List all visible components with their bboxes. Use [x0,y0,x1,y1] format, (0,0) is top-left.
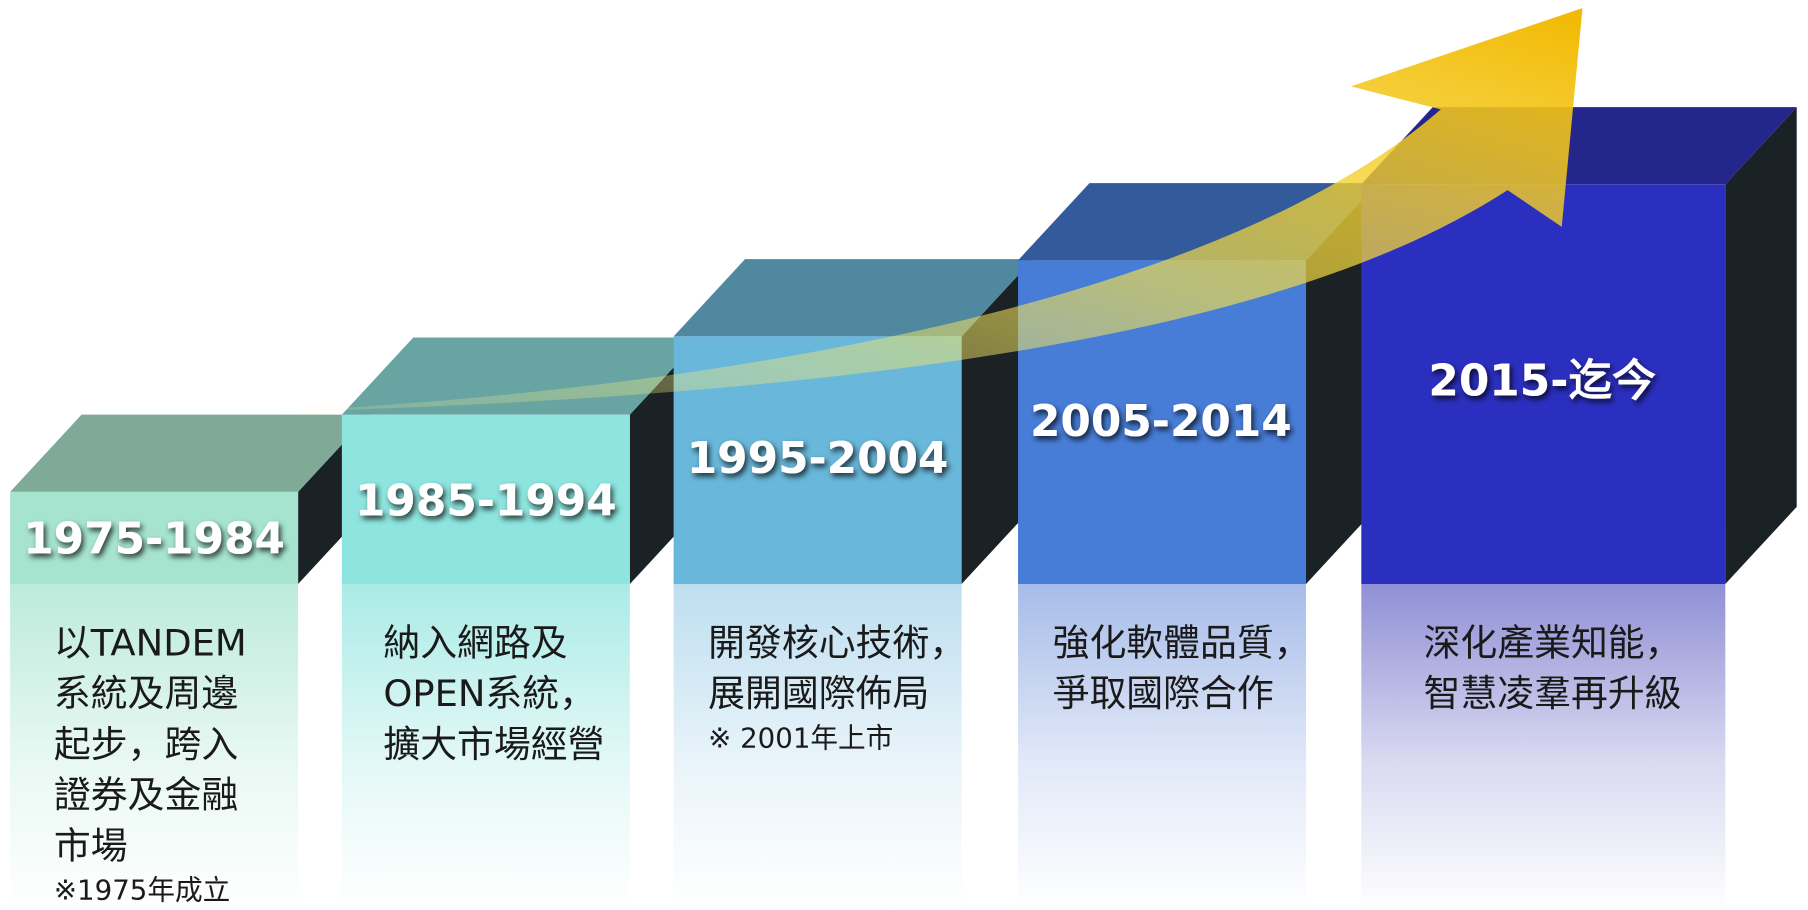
note: ※ 2001年上市 [708,722,893,755]
description-line: 爭取國際合作 [1053,672,1274,715]
description-line: 深化產業知能， [1424,622,1682,665]
period-label: 2015-迄今 [1428,356,1656,407]
description-line: 以TANDEM [54,622,247,665]
description-line: 證券及金融 [54,774,238,817]
description-line: 強化軟體品質， [1053,622,1311,665]
period-label: 2005-2014 [1030,396,1292,447]
description-line: 智慧凌羣再升級 [1424,672,1682,715]
timeline-diagram: 1975-1984 以TANDEM 系統及周邊起步，跨入證券及金融市場 ※1975年成… [0,0,1808,910]
description-line: 起步，跨入 [54,723,238,766]
description-line: 系統及周邊 [54,672,238,715]
description-line: 市場 [54,824,128,867]
description-line: 擴大市場經營 [383,723,604,766]
note: ※1975年成立 [54,874,230,907]
period-label: 1985-1994 [355,475,617,526]
page: {"steps": [ {"period": "1975-1984", "lin… [0,0,1808,910]
period-label: 1995-2004 [687,433,949,484]
description-line: 展開國際佈局 [708,672,929,715]
description-line: OPEN系統， [383,672,596,715]
period-label: 1975-1984 [23,513,285,564]
block-side [1725,107,1796,584]
step: 1985-1994 納入網路及 OPEN系統， 擴大市場經營 [342,338,701,910]
description-line: 納入網路及 [383,622,567,665]
description-line: 開發核心技術， [708,622,966,665]
